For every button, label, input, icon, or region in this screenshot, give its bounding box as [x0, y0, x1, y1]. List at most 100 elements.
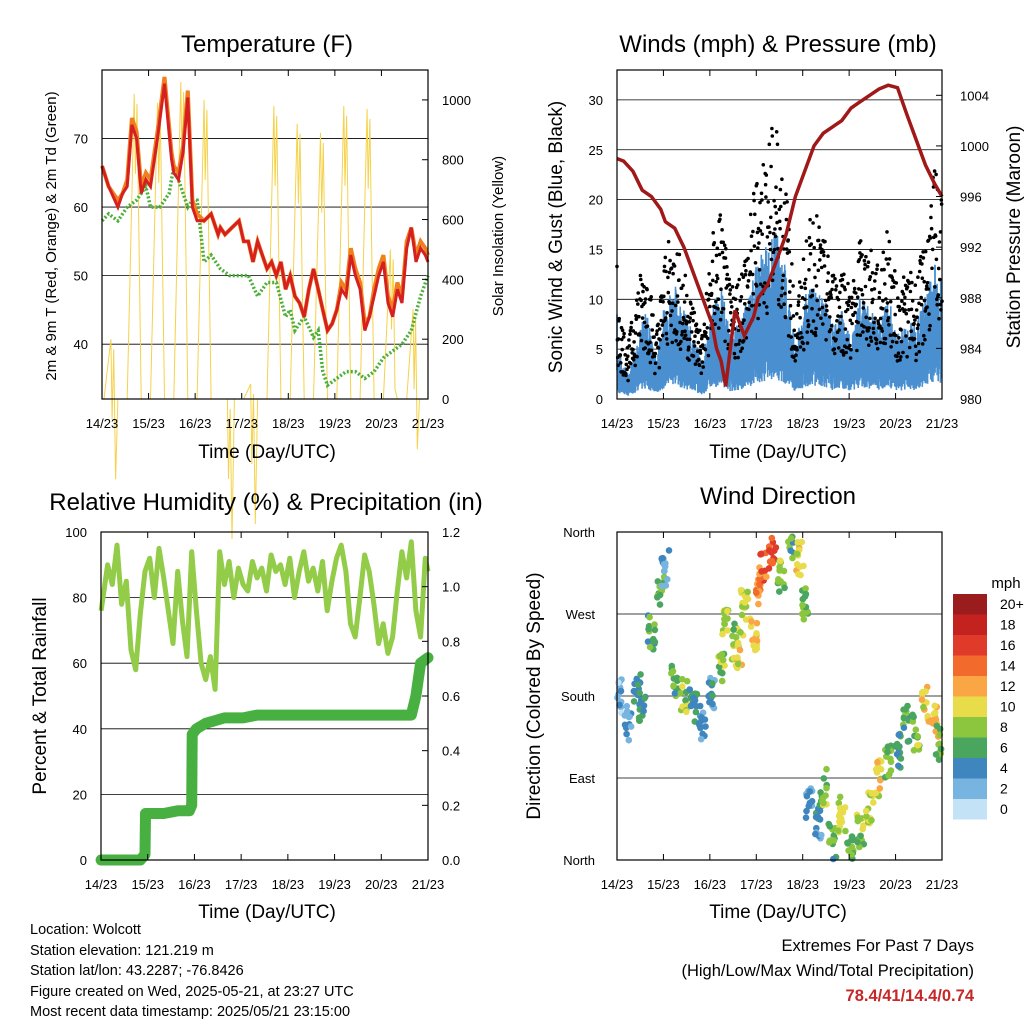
speed-legend: mph 20+ 18 16 14 12 10 8 6 4 2 0 [953, 575, 1024, 820]
x-tick-label: 18/23 [272, 416, 305, 431]
direction-point [671, 690, 679, 697]
relative-humidity-line [98, 539, 431, 692]
humidity-axes: 14/23 15/23 16/23 17/23 18/23 19/23 20/23 21/23… [65, 525, 460, 892]
direction-point [839, 809, 847, 816]
legend-swatch [953, 717, 987, 738]
direction-point [870, 799, 877, 806]
y-tick-label-right: 0.8 [442, 634, 460, 649]
direction-point [854, 838, 861, 846]
direction-point [893, 740, 901, 748]
direction-point [738, 611, 746, 619]
direction-point [753, 619, 761, 627]
legend-label: 20+ [1000, 596, 1024, 612]
direction-point [836, 793, 844, 801]
temperature-y-label-right: Solar Insolation (Yellow) [490, 156, 507, 316]
winds-y-label-right: Station Pressure (Maroon) [1004, 126, 1024, 349]
direction-point [741, 599, 749, 606]
legend-label: 8 [1000, 719, 1008, 735]
x-tick-label: 15/23 [132, 416, 165, 431]
plot-frame [101, 69, 429, 400]
legend-label: 2 [1000, 781, 1008, 797]
direction-point [768, 557, 776, 565]
winds-y-label: Sonic Wind & Gust (Blue, Black) [546, 101, 567, 373]
direction-point [695, 720, 703, 727]
direction-point [931, 702, 938, 710]
direction-point [682, 697, 689, 704]
direction-point [884, 748, 891, 756]
direction-point [658, 582, 666, 590]
x-tick-label: 19/23 [319, 416, 352, 431]
direction-point [848, 851, 855, 858]
direction-point [780, 567, 788, 575]
direction-point [800, 616, 808, 623]
x-tick-label: 17/23 [225, 416, 258, 431]
direction-point [799, 595, 807, 603]
direction-point [854, 814, 862, 821]
direction-point [630, 687, 638, 695]
y-tick-label: 60 [73, 656, 87, 671]
humidity-x-label: Time (Day/UTC) [198, 902, 336, 923]
direction-point [904, 738, 912, 745]
direction-point [641, 694, 648, 701]
y-tick-label-right: 0.0 [442, 853, 460, 868]
direction-point [835, 799, 843, 807]
direction-point [922, 688, 929, 695]
direction-point [737, 586, 745, 594]
direction-point [623, 708, 631, 715]
direction-point [806, 788, 814, 795]
direction-point [634, 681, 642, 688]
direction-point [679, 683, 686, 690]
extremes-values: 78.4/41/14.4/0.74 [845, 987, 974, 1005]
y-tick-label-right: 200 [442, 332, 464, 347]
direction-point [823, 765, 830, 773]
direction-point [802, 814, 810, 821]
direction-point [803, 807, 810, 815]
x-tick-label: 21/23 [926, 877, 959, 892]
direction-point [753, 645, 761, 652]
y-tick-label-right: 600 [442, 213, 464, 228]
direction-point [763, 573, 770, 581]
x-tick-label: 20/23 [879, 416, 912, 431]
direction-point [702, 723, 709, 730]
y-tick-label: 20 [589, 193, 603, 208]
direction-point [698, 714, 705, 721]
direction-point [651, 626, 659, 634]
direction-point [683, 677, 691, 685]
x-tick-label: 21/23 [412, 877, 445, 892]
direction-point [724, 627, 731, 634]
y-tick-label: West [566, 607, 596, 622]
x-tick-label: 20/23 [365, 416, 398, 431]
winds-title: Winds (mph) & Pressure (mb) [619, 31, 936, 58]
station-metadata: Location: Wolcott Station elevation: 121… [30, 920, 354, 1023]
direction-point [686, 686, 693, 693]
temperature-axes: 14/23 15/23 16/23 17/23 18/23 19/23 20/23 21/23… [74, 69, 471, 431]
direction-point [753, 589, 760, 596]
direction-point [904, 702, 911, 710]
wind-direction-x-label: Time (Day/UTC) [709, 902, 847, 923]
direction-point [823, 784, 830, 792]
direction-point [830, 855, 837, 863]
direction-point [776, 588, 783, 595]
legend-swatch [953, 696, 987, 717]
direction-point [863, 813, 870, 820]
direction-point [876, 785, 884, 792]
x-tick-label: 18/23 [786, 416, 819, 431]
direction-point [756, 575, 763, 583]
direction-point [932, 751, 940, 758]
elevation-text: Station elevation: 121.219 m [30, 942, 214, 959]
direction-point [787, 535, 795, 542]
y-tick-label-right: 1000 [960, 139, 989, 154]
plot-frame [616, 69, 943, 400]
direction-point [646, 643, 654, 651]
direction-point [835, 827, 842, 834]
direction-point [885, 772, 892, 779]
direction-point [800, 610, 807, 618]
legend-swatch [953, 594, 987, 615]
direction-point [895, 762, 902, 770]
y-tick-label: 70 [74, 132, 88, 147]
direction-point [862, 807, 870, 815]
legend-label: 12 [1000, 678, 1016, 694]
direction-point [650, 635, 657, 643]
y-tick-label: South [561, 689, 595, 704]
direction-point [665, 547, 673, 554]
